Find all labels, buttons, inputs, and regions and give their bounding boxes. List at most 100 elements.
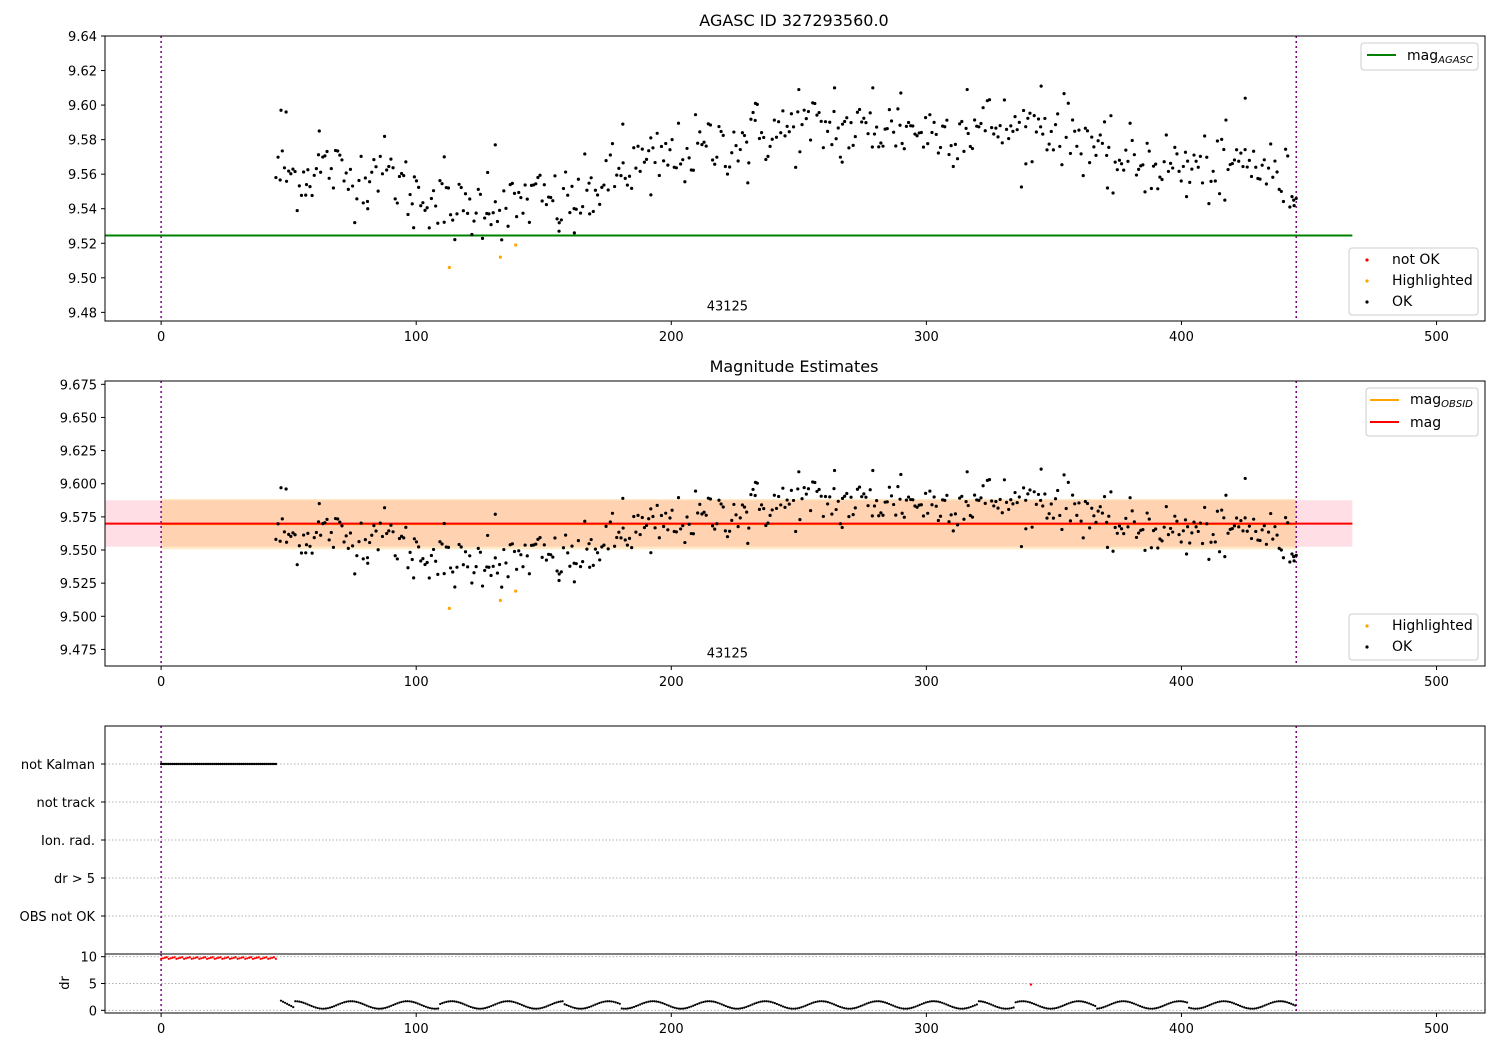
ok-point xyxy=(459,185,463,190)
ok-point xyxy=(791,125,796,129)
ok-point xyxy=(787,502,791,506)
ok-point xyxy=(866,132,870,136)
ok-point xyxy=(457,542,461,547)
ok-point xyxy=(1053,123,1058,127)
dr-point xyxy=(1236,1003,1240,1007)
flag-point xyxy=(179,762,182,766)
dr-point xyxy=(1290,1002,1293,1005)
ok-point xyxy=(1102,495,1107,499)
ok-point xyxy=(1205,155,1209,159)
dr-point xyxy=(702,1000,705,1004)
dr-point xyxy=(1200,1006,1203,1010)
ok-point xyxy=(397,174,402,179)
ok-point xyxy=(819,119,823,123)
dr-point xyxy=(1181,1000,1185,1003)
ok-point xyxy=(440,542,444,546)
ok-point xyxy=(674,166,678,170)
not-ok-dr-point xyxy=(225,956,228,959)
ok-point xyxy=(693,489,698,493)
dr-point xyxy=(557,1000,560,1003)
ok-point xyxy=(306,531,310,535)
dr-point xyxy=(1134,1003,1138,1006)
dr-point xyxy=(1073,1000,1076,1003)
ok-point xyxy=(1100,511,1104,515)
ok-point xyxy=(1051,516,1056,520)
ok-point xyxy=(889,494,894,498)
ok-point xyxy=(385,168,389,172)
flag-point xyxy=(202,762,205,766)
dr-point xyxy=(1269,1001,1272,1005)
ok-point xyxy=(588,565,592,569)
ok-point xyxy=(425,206,429,210)
ok-point xyxy=(821,146,825,150)
dr-point xyxy=(1185,1001,1189,1004)
ok-point xyxy=(896,485,900,489)
ok-point xyxy=(319,170,323,174)
ok-point xyxy=(476,187,480,191)
ok-point xyxy=(361,557,365,561)
ok-point xyxy=(1030,525,1034,529)
dr-point xyxy=(688,1006,691,1009)
ok-point xyxy=(913,132,917,136)
ok-point xyxy=(826,129,830,133)
ok-point xyxy=(872,132,877,136)
ok-point xyxy=(738,147,742,152)
ok-point xyxy=(977,498,981,502)
ok-point xyxy=(832,487,836,491)
ok-point xyxy=(1175,519,1179,523)
dr-point xyxy=(683,1007,687,1010)
flag-point xyxy=(272,762,276,766)
dr-point xyxy=(555,1001,558,1004)
ok-point xyxy=(730,151,734,155)
dr-point xyxy=(808,1002,811,1006)
ok-point xyxy=(338,520,342,524)
ok-point xyxy=(960,119,964,124)
ok-point xyxy=(442,155,446,159)
dr-point xyxy=(773,1002,776,1005)
ok-point xyxy=(470,581,474,585)
ok-point xyxy=(1068,519,1073,523)
dr-point xyxy=(851,1007,854,1010)
flag-point xyxy=(236,762,239,766)
dr-point xyxy=(1232,1002,1236,1005)
ok-point xyxy=(902,515,906,519)
dr-point xyxy=(1114,1001,1117,1004)
dr-point xyxy=(581,1007,585,1010)
dr-point xyxy=(726,1005,730,1008)
dr-point xyxy=(639,1003,642,1006)
ok-point xyxy=(1002,98,1007,102)
x-tick-label: 500 xyxy=(1424,1022,1449,1037)
dr-point xyxy=(700,1001,703,1004)
dr-point xyxy=(720,1003,723,1006)
ok-point xyxy=(506,575,510,579)
y-tick-label: 9.500 xyxy=(60,610,97,625)
dr-point xyxy=(583,1007,587,1010)
highlighted-point xyxy=(498,255,502,259)
dr-point xyxy=(630,1006,634,1009)
ok-point xyxy=(1181,164,1185,169)
flag-point xyxy=(211,762,214,766)
dr-point xyxy=(608,1000,611,1003)
ok-point xyxy=(576,177,580,181)
ok-point xyxy=(463,550,468,554)
ok-point xyxy=(794,529,798,534)
highlighted-point xyxy=(498,598,502,602)
dr-point xyxy=(537,1007,540,1010)
ok-point xyxy=(1223,555,1227,559)
dr-point xyxy=(349,1000,352,1003)
ok-point xyxy=(536,537,540,541)
ok-point xyxy=(1177,169,1181,173)
dr-point xyxy=(1294,1004,1297,1007)
dr-point xyxy=(441,1002,444,1005)
ok-point xyxy=(1183,518,1188,522)
ok-point xyxy=(815,489,819,494)
dr-point xyxy=(904,1007,907,1010)
ok-point xyxy=(768,144,772,148)
ok-point xyxy=(595,193,600,197)
ok-point xyxy=(585,188,589,192)
ok-point xyxy=(291,531,295,535)
ok-point xyxy=(659,513,664,518)
dr-point xyxy=(1147,1007,1150,1010)
ok-point xyxy=(664,141,668,146)
ok-point xyxy=(855,110,860,114)
